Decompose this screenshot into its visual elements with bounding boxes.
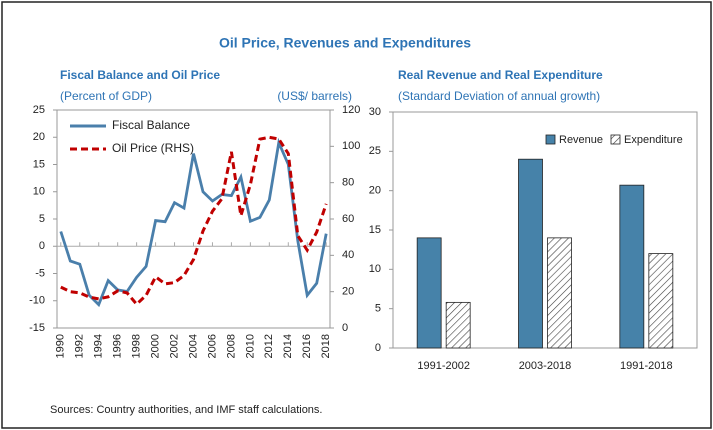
legend-swatch (610, 134, 621, 145)
y-tick-label: 5 (375, 303, 381, 315)
y2-label: (US$/ barrels) (277, 89, 352, 103)
x-tick-label: 2008 (225, 334, 237, 358)
x-tick-label: 2018 (320, 334, 332, 358)
x-tick-label: 2000 (149, 334, 161, 358)
page-title: Oil Price, Revenues and Expenditures (219, 35, 471, 51)
legend-label: Revenue (559, 134, 603, 146)
legend-label: Expenditure (624, 134, 683, 146)
y2-tick-label: 60 (342, 213, 354, 225)
x-tick-label: 1990 (55, 334, 67, 358)
bar (518, 158, 543, 349)
y-tick-label: 10 (369, 263, 381, 275)
x-tick-label: 1991-2002 (417, 360, 470, 372)
panel-title: Real Revenue and Real Expenditure (398, 68, 603, 82)
y-tick-label: 25 (33, 104, 45, 116)
x-tick-label: 1991-2018 (620, 360, 673, 372)
x-tick-label: 2016 (301, 334, 313, 358)
line-series (60, 135, 328, 307)
y2-tick-label: 100 (342, 140, 360, 152)
bar (547, 237, 572, 349)
y-tick-label: 30 (369, 106, 381, 118)
y-tick-label: 15 (33, 158, 45, 170)
x-tick-label: 2006 (206, 334, 218, 358)
y-tick-label: 5 (39, 213, 45, 225)
y-tick-label: 10 (33, 186, 45, 198)
y-tick-label: -10 (29, 295, 45, 307)
y-tick-label: 15 (369, 224, 381, 236)
panel-title: Fiscal Balance and Oil Price (60, 68, 220, 82)
y-tick-label: 25 (369, 145, 381, 157)
y-tick-label: 20 (369, 185, 381, 197)
panel-subtitle: (Standard Deviation of annual growth) (398, 89, 600, 103)
y-tick-label: 0 (39, 240, 45, 252)
line-series (59, 137, 328, 308)
bar (416, 237, 442, 349)
y-tick-label: 20 (33, 131, 45, 143)
x-tick-label: 2010 (244, 334, 256, 358)
y-tick-label: 0 (375, 342, 381, 354)
x-tick-label: 2003-2018 (519, 360, 572, 372)
x-tick-label: 2012 (263, 334, 275, 358)
x-tick-label: 2004 (187, 334, 199, 358)
legend-label: Fiscal Balance (112, 118, 190, 132)
y2-tick-label: 40 (342, 249, 354, 261)
panel-subtitle: (Percent of GDP) (60, 89, 152, 103)
bar (648, 253, 674, 349)
x-tick-label: 1992 (74, 334, 86, 358)
legend-label: Oil Price (RHS) (112, 141, 194, 155)
y2-tick-label: 120 (342, 104, 360, 116)
x-tick-label: 2014 (282, 334, 294, 358)
bar (445, 301, 471, 349)
bar (619, 184, 645, 349)
source: Sources: Country authorities, and IMF st… (50, 404, 322, 416)
y2-tick-label: 0 (342, 322, 348, 334)
y2-tick-label: 80 (342, 177, 354, 189)
y-tick-label: -15 (29, 322, 45, 334)
x-tick-label: 2002 (168, 334, 180, 358)
y-tick-label: -5 (35, 267, 45, 279)
x-tick-label: 1994 (93, 334, 105, 358)
x-tick-label: 1998 (131, 334, 143, 358)
y2-tick-label: 20 (342, 286, 354, 298)
x-tick-label: 1996 (112, 334, 124, 358)
legend-swatch (545, 134, 556, 145)
